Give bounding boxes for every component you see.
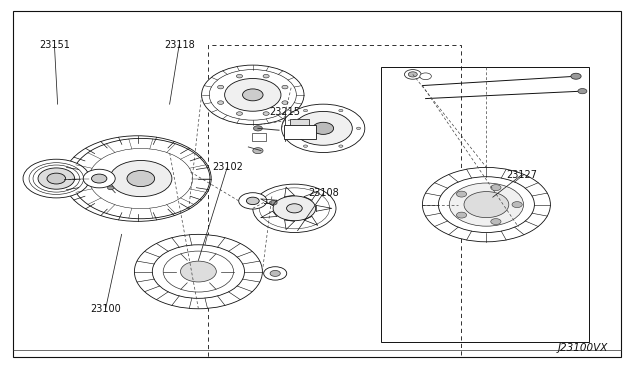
- Text: 23108: 23108: [308, 189, 339, 198]
- Circle shape: [282, 101, 288, 105]
- Circle shape: [313, 122, 333, 134]
- Circle shape: [578, 89, 587, 94]
- Text: 23151: 23151: [39, 40, 70, 49]
- Bar: [290, 119, 309, 125]
- Circle shape: [571, 73, 581, 79]
- Circle shape: [464, 192, 509, 218]
- Circle shape: [239, 193, 267, 209]
- Circle shape: [273, 196, 316, 221]
- Circle shape: [491, 185, 501, 190]
- Circle shape: [109, 160, 172, 197]
- Circle shape: [89, 148, 193, 209]
- Circle shape: [92, 174, 107, 183]
- Circle shape: [33, 165, 79, 192]
- Circle shape: [339, 145, 343, 147]
- Circle shape: [23, 159, 90, 198]
- Bar: [252, 133, 266, 141]
- Text: J23100VX: J23100VX: [557, 343, 608, 353]
- Bar: [208, 45, 461, 357]
- Circle shape: [303, 145, 308, 147]
- Circle shape: [134, 234, 262, 309]
- Text: 23102: 23102: [212, 163, 243, 172]
- Text: 23100: 23100: [90, 304, 121, 314]
- Circle shape: [108, 186, 114, 190]
- Circle shape: [163, 251, 234, 292]
- Circle shape: [236, 112, 243, 115]
- Circle shape: [449, 183, 524, 226]
- Circle shape: [491, 219, 501, 225]
- Circle shape: [236, 74, 243, 78]
- Circle shape: [246, 197, 259, 205]
- Circle shape: [109, 162, 166, 195]
- Text: 23118: 23118: [164, 40, 195, 49]
- Circle shape: [253, 126, 262, 131]
- Circle shape: [225, 78, 281, 111]
- Circle shape: [285, 127, 290, 129]
- Circle shape: [263, 74, 269, 78]
- Circle shape: [77, 143, 198, 214]
- Circle shape: [47, 173, 66, 184]
- Circle shape: [422, 167, 550, 242]
- Circle shape: [269, 201, 277, 205]
- Circle shape: [303, 109, 308, 112]
- Circle shape: [83, 169, 115, 188]
- Bar: [284, 125, 316, 139]
- Circle shape: [420, 73, 431, 80]
- Circle shape: [408, 72, 417, 77]
- Circle shape: [287, 204, 302, 213]
- Circle shape: [339, 109, 343, 112]
- Bar: [381, 67, 589, 342]
- Circle shape: [253, 148, 263, 154]
- Text: 23215: 23215: [269, 107, 300, 116]
- Circle shape: [294, 111, 352, 145]
- Circle shape: [282, 85, 288, 89]
- Circle shape: [456, 191, 467, 197]
- Circle shape: [38, 168, 75, 189]
- Circle shape: [512, 202, 522, 208]
- Text: 23127: 23127: [506, 170, 537, 180]
- Circle shape: [72, 138, 210, 219]
- Circle shape: [356, 127, 361, 129]
- Circle shape: [127, 170, 155, 187]
- Circle shape: [456, 212, 467, 218]
- Circle shape: [253, 184, 336, 232]
- Circle shape: [209, 70, 296, 120]
- Circle shape: [180, 261, 216, 282]
- Circle shape: [263, 112, 269, 115]
- Circle shape: [29, 163, 84, 195]
- Circle shape: [218, 101, 224, 105]
- Circle shape: [64, 136, 211, 221]
- Circle shape: [202, 65, 304, 125]
- Circle shape: [282, 104, 365, 153]
- Circle shape: [404, 70, 421, 79]
- Circle shape: [243, 89, 263, 101]
- Circle shape: [218, 85, 224, 89]
- Circle shape: [270, 270, 280, 276]
- Circle shape: [264, 267, 287, 280]
